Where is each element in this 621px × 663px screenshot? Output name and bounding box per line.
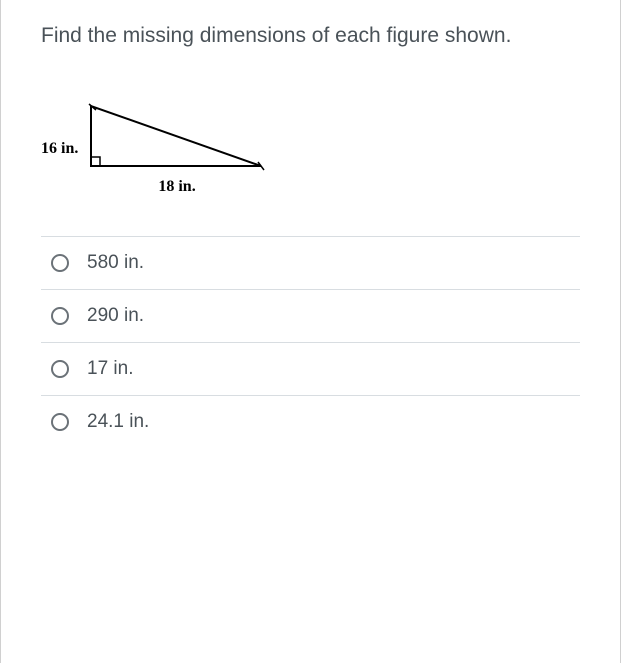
triangle-figure	[88, 102, 268, 174]
option-row[interactable]: 17 in.	[41, 342, 580, 395]
vertical-dimension-label: 16 in.	[41, 140, 78, 158]
option-label: 580 in.	[87, 252, 144, 274]
radio-icon[interactable]	[51, 360, 69, 378]
options-list: 580 in. 290 in. 17 in. 24.1 in.	[41, 236, 580, 448]
option-row[interactable]: 290 in.	[41, 289, 580, 342]
option-label: 24.1 in.	[87, 411, 149, 433]
option-label: 290 in.	[87, 305, 144, 327]
radio-icon[interactable]	[51, 254, 69, 272]
radio-icon[interactable]	[51, 413, 69, 431]
option-row[interactable]: 24.1 in.	[41, 395, 580, 448]
radio-icon[interactable]	[51, 307, 69, 325]
option-row[interactable]: 580 in.	[41, 236, 580, 289]
triangle-wrapper: 18 in.	[88, 102, 268, 196]
question-text: Find the missing dimensions of each figu…	[41, 20, 580, 52]
option-label: 17 in.	[87, 358, 133, 380]
figure-area: 16 in. 18 in.	[41, 102, 580, 196]
horizontal-dimension-label: 18 in.	[158, 178, 195, 196]
question-container: Find the missing dimensions of each figu…	[1, 0, 620, 448]
